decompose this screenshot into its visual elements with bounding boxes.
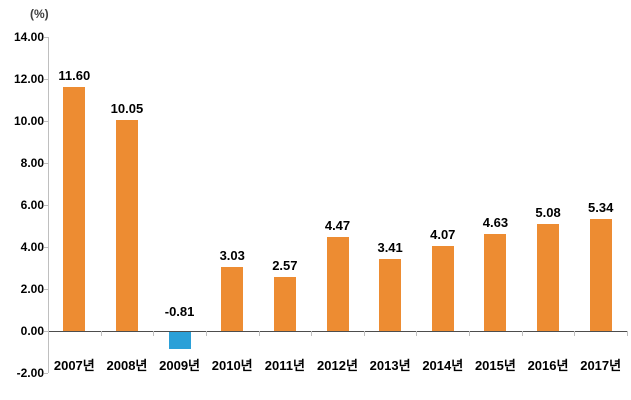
y-axis-line [48, 37, 49, 373]
x-axis-tick [627, 331, 628, 336]
x-axis-category-label: 2007년 [53, 358, 95, 373]
bar-2007년 [63, 87, 86, 331]
y-axis-unit-label: (%) [30, 7, 49, 21]
x-axis-tick [521, 331, 523, 336]
y-axis-tick [44, 289, 48, 290]
x-axis-tick [574, 331, 576, 336]
x-axis-category-label: 2017년 [580, 358, 622, 373]
bar-2010년 [221, 267, 244, 331]
value-label-2014년: 4.07 [430, 226, 456, 242]
x-axis-tick [153, 331, 155, 336]
y-axis-tick [44, 79, 48, 80]
x-axis-category-label: 2010년 [211, 358, 253, 373]
y-axis-tick [44, 331, 48, 332]
value-label-2008년: 10.05 [110, 100, 144, 116]
value-label-2013년: 3.41 [377, 240, 403, 256]
y-axis-tick-label: 8.00 [20, 156, 44, 170]
value-label-2007년: 11.60 [58, 68, 91, 84]
x-axis-tick [100, 331, 102, 336]
x-axis-tick [311, 331, 313, 336]
y-axis-tick-label: 6.00 [20, 198, 44, 212]
y-axis-tick [44, 37, 48, 38]
x-axis-category-label: 2009년 [159, 358, 201, 373]
bar-2012년 [326, 237, 349, 331]
x-axis-tick [48, 331, 49, 336]
x-axis-category-label: 2016년 [527, 358, 569, 373]
y-axis-tick-label: 0.00 [20, 324, 44, 338]
bar-2009년 [168, 332, 191, 349]
bar-2008년 [115, 119, 138, 331]
bar-2016년 [537, 224, 560, 331]
value-label-2016년: 5.08 [535, 205, 561, 221]
bar-2015년 [484, 233, 507, 331]
value-label-2015년: 4.63 [482, 214, 509, 230]
y-axis-tick [44, 373, 48, 374]
x-axis-tick [205, 331, 207, 336]
x-axis-category-label: 2013년 [369, 358, 411, 373]
y-axis-tick-label: 12.00 [13, 72, 44, 86]
x-axis-line [48, 330, 627, 332]
y-axis-tick-label: -2.00 [16, 366, 44, 380]
y-axis-tick [44, 247, 48, 248]
bar-2013년 [379, 259, 402, 331]
value-label-2010년: 3.03 [219, 248, 245, 264]
bar-2017년 [589, 218, 612, 331]
bar-2011년 [273, 277, 296, 331]
x-axis-category-label: 2012년 [317, 358, 358, 373]
x-axis-category-label: 2008년 [106, 358, 148, 373]
bar-2014년 [431, 245, 454, 331]
x-axis-tick [258, 331, 260, 336]
y-axis-tick-label: 4.00 [20, 240, 44, 254]
y-axis-tick [44, 205, 48, 206]
x-axis-tick [416, 331, 418, 336]
y-axis-tick [44, 163, 48, 164]
y-axis-tick-label: 10.00 [13, 114, 44, 128]
x-axis-category-label: 2015년 [474, 358, 516, 373]
y-axis-tick-label: 2.00 [20, 282, 44, 296]
value-label-2012년: 4.47 [324, 218, 351, 234]
y-axis-tick [44, 121, 48, 122]
y-axis-tick-label: 14.00 [13, 30, 44, 44]
x-axis-category-label: 2011년 [264, 358, 305, 373]
x-axis-tick [469, 331, 471, 336]
x-axis-category-label: 2014년 [422, 358, 464, 373]
value-label-2017년: 5.34 [588, 199, 614, 215]
x-axis-tick [363, 331, 365, 336]
value-label-2011년: 2.57 [272, 258, 298, 274]
value-label-2009년: -0.81 [164, 304, 195, 319]
